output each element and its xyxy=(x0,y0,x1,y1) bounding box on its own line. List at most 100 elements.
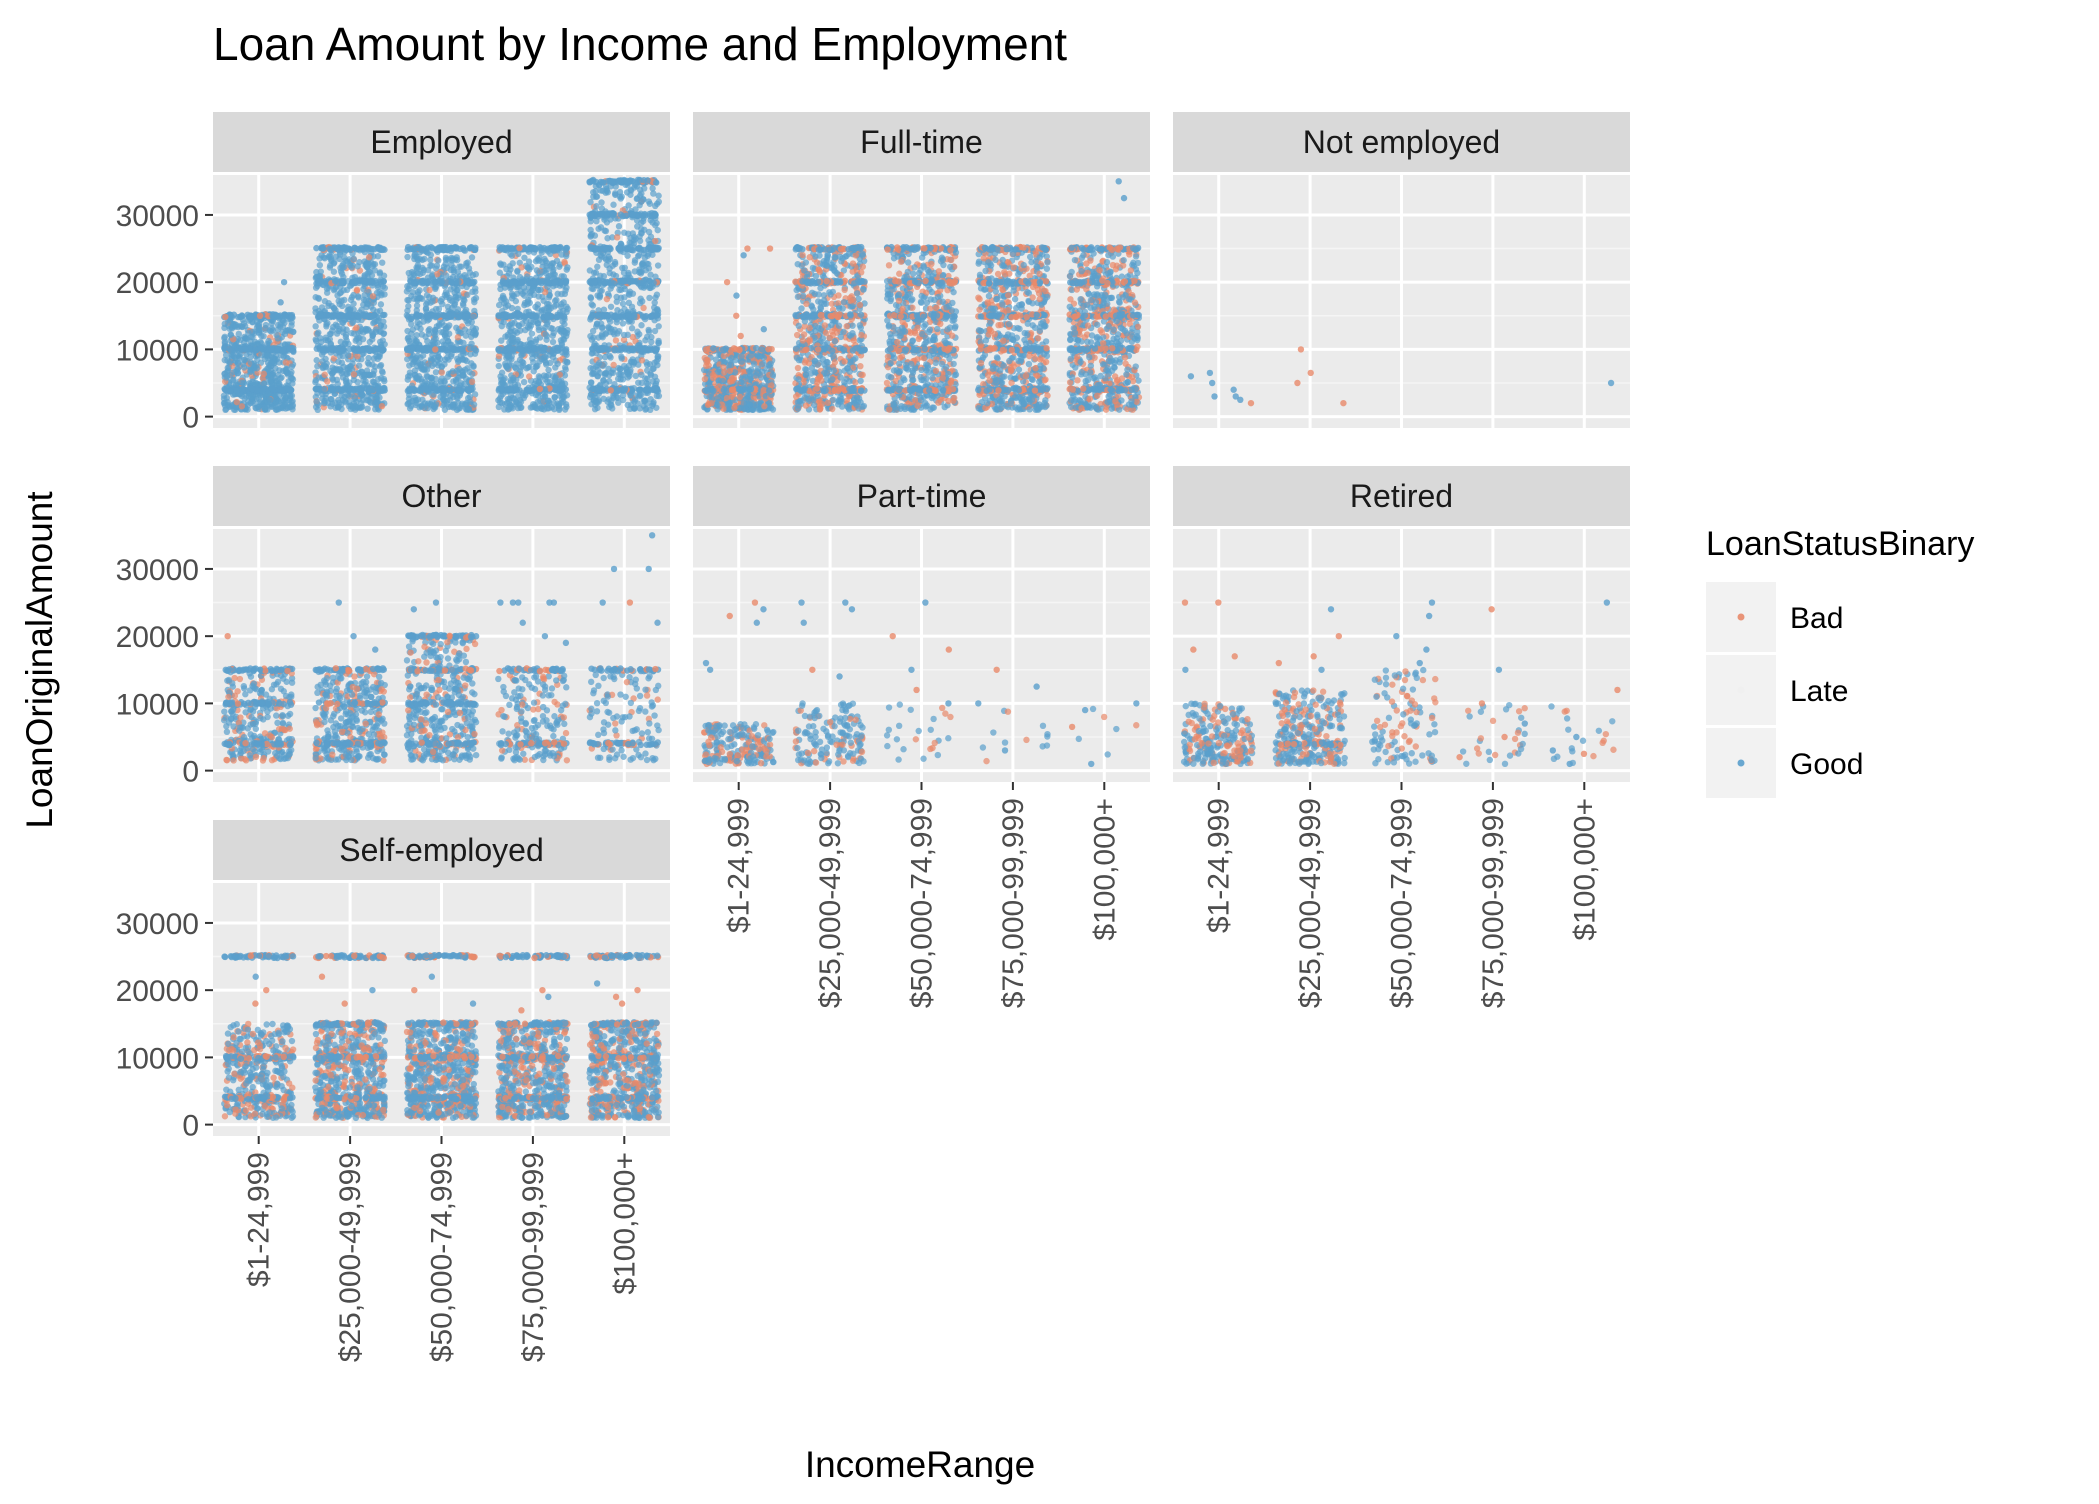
data-point xyxy=(652,222,658,228)
data-point xyxy=(463,400,469,406)
data-point xyxy=(638,322,644,328)
data-point xyxy=(632,259,638,265)
data-point xyxy=(447,388,453,394)
data-point xyxy=(380,337,386,343)
data-point xyxy=(365,327,371,333)
data-point xyxy=(534,405,540,411)
data-point xyxy=(766,362,772,368)
data-point xyxy=(543,337,549,343)
data-point xyxy=(600,179,606,185)
data-point xyxy=(545,398,551,404)
data-point xyxy=(343,331,349,337)
data-point xyxy=(507,263,513,269)
data-point xyxy=(616,223,622,229)
data-point xyxy=(257,345,263,351)
facet-strip-label: Employed xyxy=(370,124,512,160)
data-point xyxy=(610,370,616,376)
data-point xyxy=(289,363,295,369)
data-point xyxy=(502,333,508,339)
data-point xyxy=(351,371,357,377)
data-point xyxy=(514,268,520,274)
data-point xyxy=(564,264,570,270)
data-point xyxy=(559,386,565,392)
data-point xyxy=(288,388,294,394)
data-point xyxy=(635,380,641,386)
data-point xyxy=(604,262,610,268)
data-point xyxy=(645,261,651,267)
data-point xyxy=(269,347,275,353)
data-point xyxy=(468,360,474,366)
data-point xyxy=(602,331,608,337)
data-point xyxy=(409,314,415,320)
data-point xyxy=(286,346,292,352)
data-point xyxy=(237,314,243,320)
data-point xyxy=(470,279,476,285)
data-point xyxy=(264,406,270,412)
data-point xyxy=(653,405,659,411)
data-point xyxy=(533,336,539,342)
data-point xyxy=(519,280,525,286)
data-point xyxy=(497,260,503,266)
data-point xyxy=(379,259,385,265)
data-point xyxy=(339,368,345,374)
data-point xyxy=(637,280,643,286)
data-point xyxy=(508,246,514,252)
data-point xyxy=(370,293,376,299)
data-point xyxy=(554,361,560,367)
data-point xyxy=(313,357,319,363)
data-point xyxy=(326,252,332,258)
data-point xyxy=(644,177,650,183)
data-point xyxy=(455,334,461,340)
data-point xyxy=(227,347,233,353)
data-point xyxy=(563,404,569,410)
data-point xyxy=(244,336,250,342)
data-point xyxy=(439,369,445,375)
data-point xyxy=(320,347,326,353)
data-point xyxy=(273,332,279,338)
data-point xyxy=(382,285,388,291)
data-point xyxy=(451,290,457,296)
data-point xyxy=(555,347,561,353)
data-point xyxy=(469,379,475,385)
data-point xyxy=(234,366,240,372)
data-point xyxy=(327,262,333,268)
data-point xyxy=(351,256,357,262)
data-point xyxy=(313,245,319,251)
data-point xyxy=(593,203,599,209)
data-point xyxy=(335,386,341,392)
data-point xyxy=(610,202,616,208)
data-point xyxy=(381,312,387,318)
data-point xyxy=(263,325,269,331)
data-point xyxy=(620,320,626,326)
data-point xyxy=(249,386,255,392)
data-point xyxy=(563,333,569,339)
data-point xyxy=(504,364,510,370)
data-point xyxy=(604,245,610,251)
data-point xyxy=(429,298,435,304)
data-point xyxy=(441,361,447,367)
data-point xyxy=(289,403,295,409)
data-point xyxy=(608,387,614,393)
data-point xyxy=(589,231,595,237)
data-point xyxy=(336,280,342,286)
data-point xyxy=(269,325,275,331)
data-point xyxy=(222,314,228,320)
data-point xyxy=(272,375,278,381)
data-point xyxy=(629,325,635,331)
data-point xyxy=(622,286,628,292)
data-point xyxy=(524,347,530,353)
data-point xyxy=(261,371,267,377)
data-point xyxy=(222,321,228,327)
data-point xyxy=(651,345,657,351)
data-point xyxy=(433,376,439,382)
data-point xyxy=(615,313,621,319)
data-point xyxy=(380,278,386,284)
data-point xyxy=(381,378,387,384)
data-point xyxy=(558,400,564,406)
data-point xyxy=(621,388,627,394)
data-point xyxy=(636,252,642,258)
data-point xyxy=(269,385,275,391)
data-point xyxy=(527,336,533,342)
